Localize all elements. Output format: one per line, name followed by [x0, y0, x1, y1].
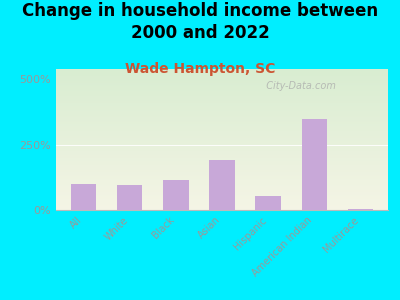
- Bar: [348, 209, 373, 210]
- Bar: [256, 196, 281, 210]
- Bar: [117, 185, 142, 210]
- Bar: [163, 180, 188, 210]
- Bar: [209, 160, 235, 210]
- Bar: [302, 118, 327, 210]
- Bar: [71, 184, 96, 210]
- Text: Change in household income between
2000 and 2022: Change in household income between 2000 …: [22, 2, 378, 42]
- Text: Wade Hampton, SC: Wade Hampton, SC: [125, 61, 275, 76]
- Text: City-Data.com: City-Data.com: [260, 81, 336, 91]
